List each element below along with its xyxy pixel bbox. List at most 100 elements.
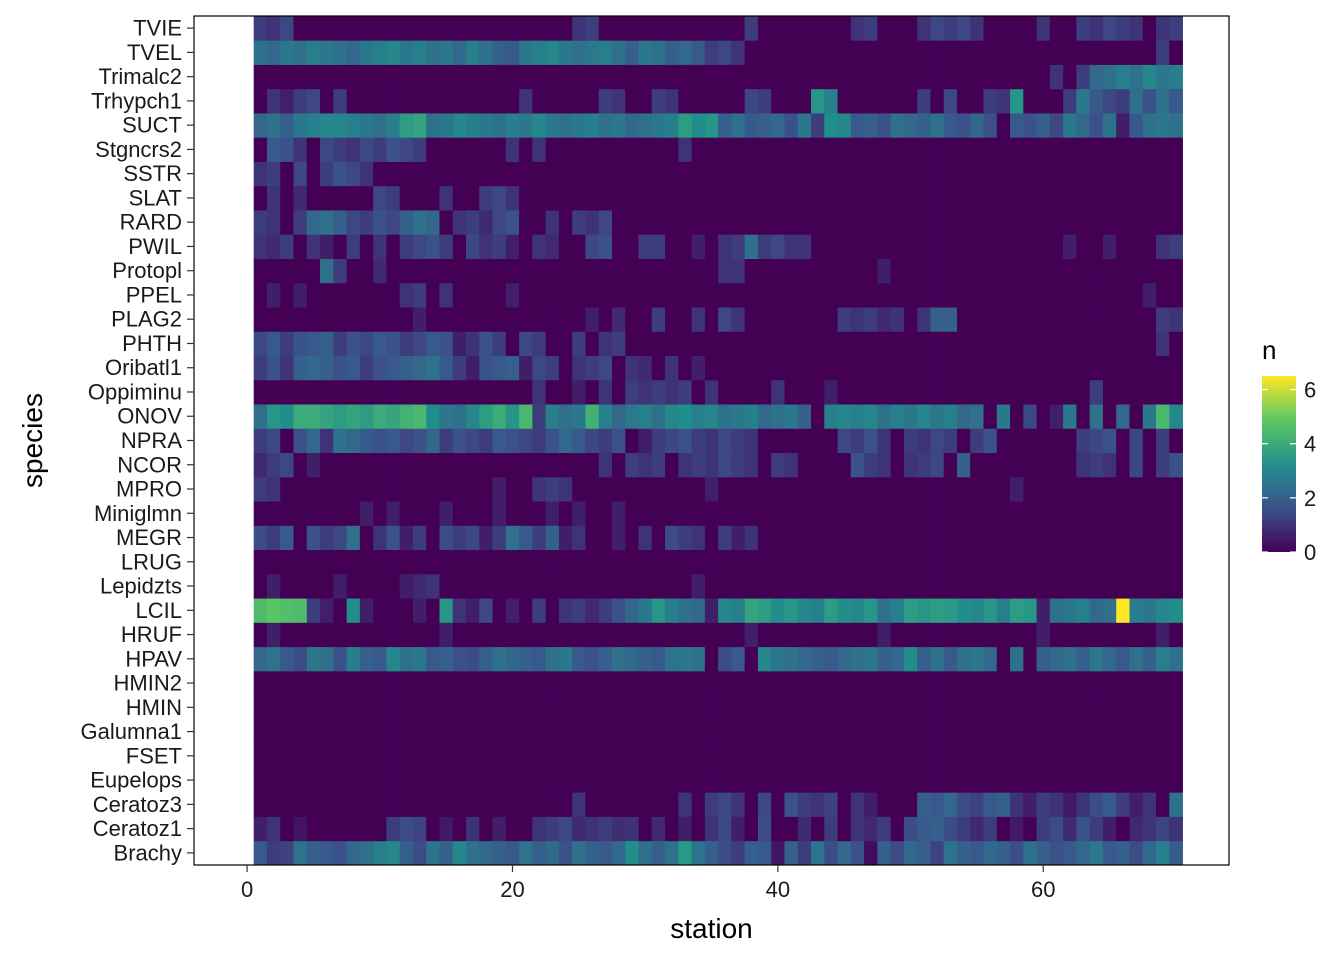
heatmap-cell [479, 64, 493, 90]
heatmap-cell [996, 573, 1011, 599]
heatmap-cell [572, 452, 586, 478]
heatmap-cell [1142, 549, 1157, 575]
heatmap-cell [426, 501, 440, 526]
heatmap-cell [426, 525, 440, 551]
heatmap-cell [678, 598, 692, 623]
heatmap-cell [598, 525, 613, 551]
heatmap-cell [1049, 670, 1064, 696]
heatmap-cell [757, 743, 772, 769]
heatmap-cell [651, 695, 666, 720]
heatmap-cell [903, 646, 918, 672]
heatmap-cell [598, 695, 613, 720]
heatmap-cell [1156, 792, 1170, 817]
heatmap-cell [1010, 525, 1024, 551]
heatmap-cell [572, 428, 586, 454]
heatmap-cell [731, 598, 746, 623]
heatmap-cell [903, 598, 918, 623]
heatmap-cell [704, 331, 719, 356]
heatmap-cell [1036, 695, 1051, 720]
heatmap-cell [917, 695, 931, 720]
y-tick-label: ONOV [117, 404, 182, 429]
heatmap-cell [505, 573, 520, 599]
heatmap-cell [890, 113, 905, 138]
heatmap-cell [293, 840, 308, 866]
heatmap-cell [1089, 379, 1104, 405]
heatmap-cell [731, 452, 746, 478]
heatmap-cell [1142, 185, 1157, 211]
heatmap-cell [704, 428, 719, 454]
heatmap-cell [266, 840, 281, 866]
heatmap-cell [320, 573, 334, 599]
heatmap-cell [412, 792, 427, 817]
heatmap-cell [1102, 598, 1117, 623]
heatmap-cell [598, 840, 613, 866]
heatmap-cell [466, 404, 480, 429]
heatmap-cell [399, 331, 414, 356]
heatmap-cell [266, 622, 281, 648]
heatmap-cell [1102, 355, 1117, 381]
heatmap-cell [439, 331, 454, 356]
heatmap-cell [771, 64, 785, 90]
heatmap-cell [864, 16, 878, 41]
heatmap-cell [678, 16, 692, 41]
heatmap-cell [638, 452, 653, 478]
heatmap-cell [665, 307, 679, 332]
heatmap-cell [638, 622, 653, 648]
heatmap-cell [280, 307, 294, 332]
heatmap-cell [505, 137, 520, 162]
heatmap-cell [784, 816, 799, 842]
heatmap-cell [426, 767, 440, 793]
heatmap-cell [266, 549, 281, 575]
heatmap-cell [558, 234, 573, 259]
heatmap-cell [625, 792, 639, 817]
heatmap-cell [1156, 719, 1170, 745]
heatmap-cell [399, 379, 414, 405]
heatmap-cell [492, 452, 507, 478]
heatmap-cell [757, 307, 772, 332]
heatmap-cell [585, 40, 600, 65]
heatmap-cell [824, 331, 838, 356]
heatmap-cell [452, 792, 467, 817]
heatmap-cell [1063, 646, 1077, 672]
heatmap-cell [1142, 258, 1157, 284]
heatmap-cell [970, 743, 984, 769]
heatmap-cell [651, 16, 666, 41]
heatmap-cell [850, 428, 865, 454]
heatmap-cell [1063, 695, 1077, 720]
heatmap-cell [426, 355, 440, 381]
heatmap-cell [1142, 234, 1157, 259]
heatmap-cell [837, 695, 852, 720]
heatmap-cell [943, 16, 958, 41]
heatmap-cell [1089, 549, 1104, 575]
heatmap-cell [1142, 743, 1157, 769]
heatmap-cell [585, 476, 600, 502]
heatmap-cell [744, 210, 759, 235]
heatmap-cell [943, 210, 958, 235]
heatmap-cell [253, 258, 268, 284]
heatmap-cell [479, 355, 493, 381]
heatmap-cell [678, 40, 692, 65]
heatmap-cell [996, 743, 1011, 769]
heatmap-cell [678, 331, 692, 356]
heatmap-cell [1142, 64, 1157, 90]
heatmap-cell [1076, 428, 1091, 454]
heatmap-cell [439, 646, 454, 672]
heatmap-cell [386, 210, 401, 235]
heatmap-cell [386, 379, 401, 405]
heatmap-cell [1156, 404, 1170, 429]
heatmap-cell [903, 64, 918, 90]
heatmap-cell [558, 64, 573, 90]
heatmap-cell [373, 185, 387, 211]
heatmap-cell [572, 767, 586, 793]
heatmap-cell [797, 792, 812, 817]
heatmap-cell [757, 670, 772, 696]
heatmap-cell [399, 64, 414, 90]
heatmap-cell [943, 816, 958, 842]
heatmap-cell [930, 210, 945, 235]
heatmap-cell [558, 452, 573, 478]
heatmap-cell [1142, 792, 1157, 817]
heatmap-cell [505, 452, 520, 478]
heatmap-cell [266, 331, 281, 356]
heatmap-cell [386, 113, 401, 138]
heatmap-cell [452, 16, 467, 41]
